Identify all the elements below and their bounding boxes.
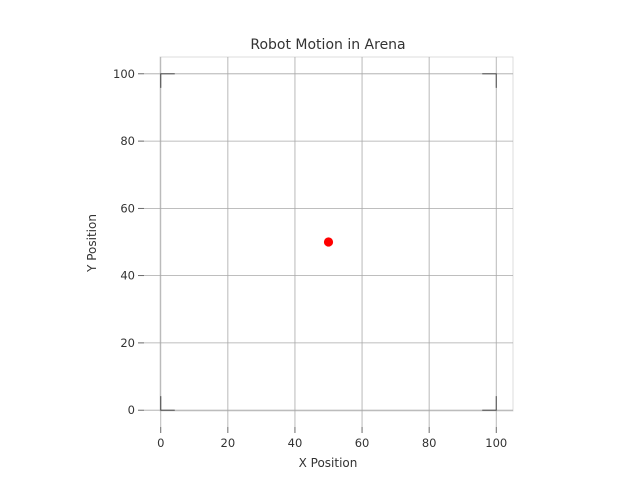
x-tick-label: 100: [485, 436, 507, 450]
arena-corner: [482, 396, 497, 411]
y-tick-label: 0: [128, 403, 135, 417]
y-tick-label: 100: [113, 67, 135, 81]
y-tick-label: 40: [120, 269, 135, 283]
plot-area: 0 20 40 60 80 100 0 20 40 60 80 100: [113, 56, 514, 450]
y-axis-label: Y Position: [85, 214, 99, 273]
arena-corner: [482, 73, 497, 88]
arena-corner: [160, 396, 175, 411]
robot-position-point: [323, 237, 334, 247]
plot-frame: [159, 56, 514, 412]
y-tick-label: 80: [120, 134, 135, 148]
chart-title: Robot Motion in Arena: [250, 37, 405, 53]
x-tick-label: 60: [355, 436, 370, 450]
x-axis-label: X Position: [299, 456, 358, 470]
x-tick-label: 40: [288, 436, 303, 450]
x-tick-label: 0: [157, 436, 164, 450]
x-tick-label: 80: [422, 436, 437, 450]
x-tick-label: 20: [221, 436, 236, 450]
y-tick-label: 20: [120, 336, 135, 350]
arena-corner: [160, 73, 175, 88]
y-tick-label: 60: [120, 201, 135, 215]
